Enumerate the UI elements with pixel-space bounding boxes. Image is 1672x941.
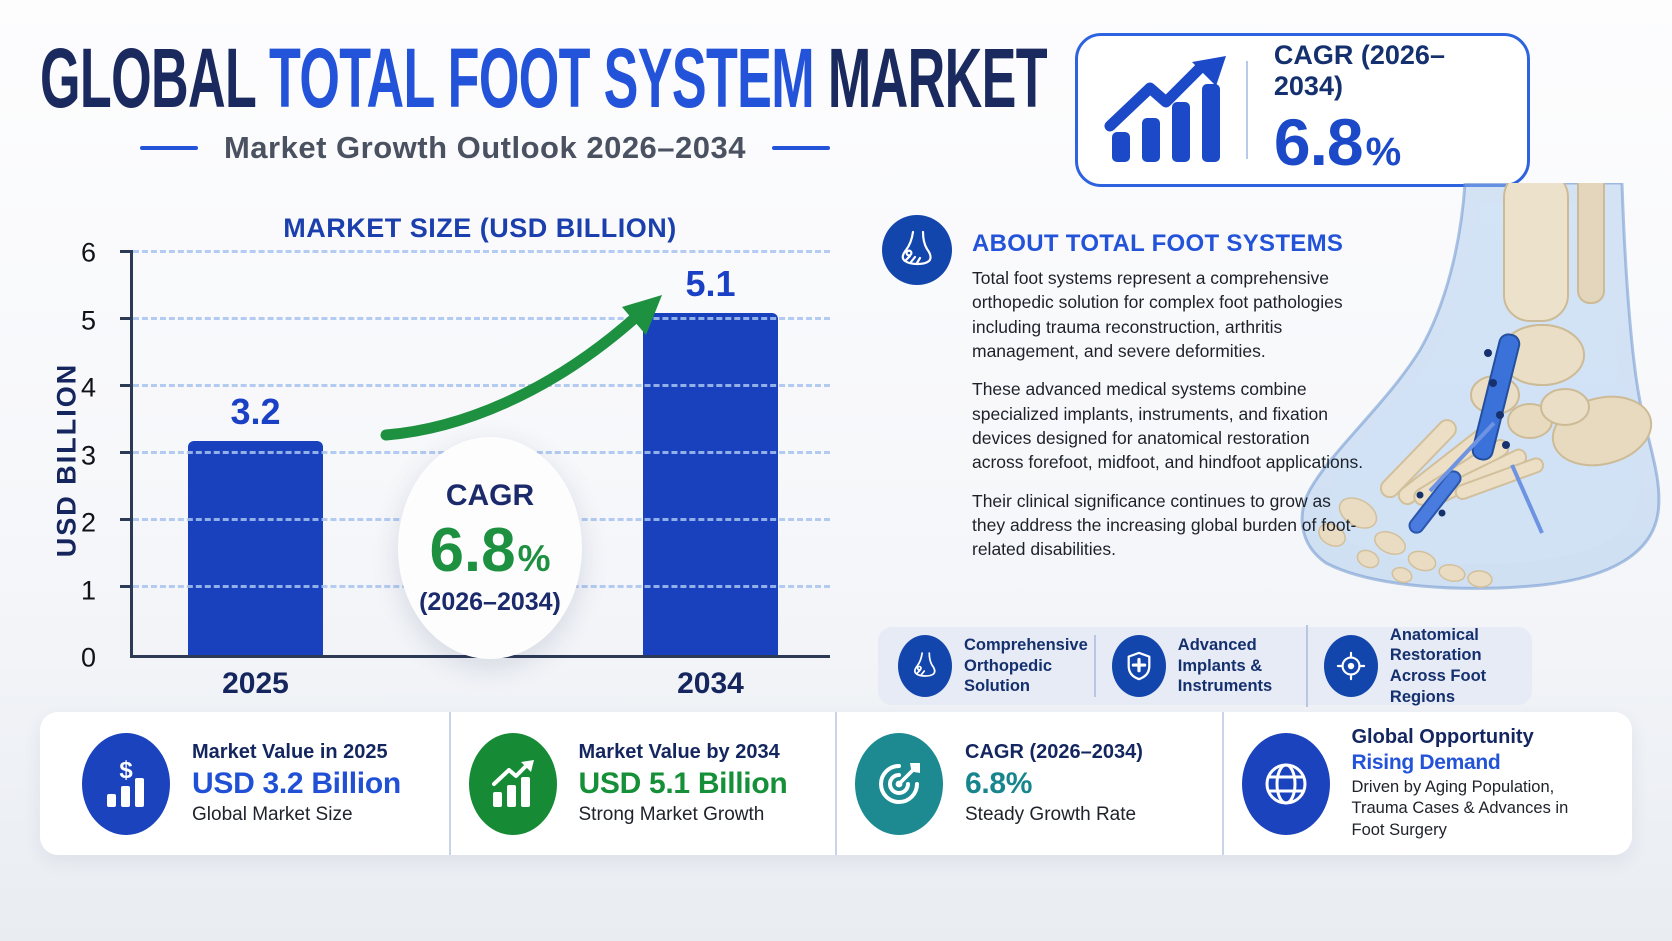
- chart-title: MARKET SIZE (USD BILLION): [283, 213, 677, 243]
- feature-badges-strip: Comprehensive Orthopedic Solution Advanc…: [878, 624, 1532, 708]
- stat-value: Rising Demand: [1351, 750, 1501, 774]
- y-tick-label: 5: [80, 305, 96, 335]
- x-tick-label-2025: 2025: [222, 667, 289, 700]
- x-tick-label-2034: 2034: [677, 667, 744, 700]
- about-paragraphs: Total foot systems represent a comprehen…: [972, 266, 1364, 575]
- chart-y-labels: 0 1 2 3 4 5 6: [70, 238, 118, 673]
- growth-bars-icon: [468, 732, 557, 835]
- cagr-box-divider: [1246, 61, 1248, 159]
- y-tick-mark: [120, 250, 133, 253]
- badge-advanced-implants: Advanced Implants & Instruments: [1093, 635, 1306, 697]
- stat-caption: Global Market Size: [192, 804, 353, 825]
- subtitle-row: Market Growth Outlook 2026–2034: [70, 130, 900, 166]
- stat-title: Market Value in 2025: [192, 741, 388, 763]
- bar-group-2034: 5.1 2034: [643, 253, 778, 700]
- y-tick-label: 6: [80, 237, 96, 268]
- gridline: [133, 317, 830, 320]
- globe-icon: [1241, 732, 1330, 835]
- y-tick-label: 4: [80, 372, 96, 403]
- bar-2025: [188, 440, 323, 655]
- cagr-annotation-circle: CAGR 6.8 % (2026–2034): [398, 437, 582, 659]
- title-word-market: MARKET: [814, 31, 1048, 125]
- badge-comprehensive-orthopedic: Comprehensive Orthopedic Solution: [892, 635, 1094, 697]
- stat-value: 6.8%: [965, 767, 1033, 800]
- y-tick-label: 0: [80, 642, 96, 673]
- stat-caption: Driven by Aging Population, Trauma Cases…: [1351, 777, 1569, 839]
- subtitle-dash-left: [139, 146, 198, 150]
- y-tick-mark: [120, 585, 133, 589]
- gridline: [133, 250, 830, 253]
- stat-caption: Steady Growth Rate: [965, 804, 1137, 825]
- badge-label: Comprehensive Orthopedic Solution: [964, 636, 1088, 696]
- cagr-box-value: 6.8: [1273, 105, 1364, 179]
- bars-arrow-icon: [1104, 54, 1232, 166]
- cagr-highlight-box: CAGR (2026–2034) 6.8 %: [1075, 33, 1530, 187]
- stat-global-opportunity: Global Opportunity Rising Demand Driven …: [1221, 712, 1609, 855]
- bar-2034: [643, 313, 778, 655]
- growth-arrow-icon: [380, 295, 662, 441]
- y-tick-mark: [120, 451, 133, 454]
- dart-target-icon: [855, 732, 943, 835]
- about-paragraph-2: These advanced medical systems combine s…: [972, 379, 1364, 473]
- about-paragraph-1: Total foot systems represent a comprehen…: [972, 268, 1343, 361]
- badge-label: Advanced Implants & Instruments: [1177, 636, 1273, 696]
- stat-value: USD 5.1 Billion: [578, 767, 788, 800]
- stat-caption: Strong Market Growth: [578, 804, 765, 825]
- foot-icon: [898, 635, 952, 697]
- bar-value-label-2025: 3.2: [230, 390, 281, 432]
- y-tick-label: 2: [80, 507, 96, 538]
- y-tick-mark: [120, 317, 133, 320]
- stat-title: Global Opportunity: [1351, 725, 1534, 748]
- title-word-total-foot-system: TOTAL FOOT SYSTEM: [269, 31, 815, 125]
- stat-market-value-2034: Market Value by 2034 USD 5.1 Billion Str…: [448, 712, 836, 855]
- stat-cagr: CAGR (2026–2034) 6.8% Steady Growth Rate: [835, 712, 1222, 855]
- stat-market-value-2025: $ Market Value in 2025 USD 3.2 Billion G…: [64, 712, 449, 855]
- badge-label: Anatomical Restoration Across Foot Regio…: [1389, 625, 1487, 706]
- svg-text:$: $: [119, 758, 133, 784]
- bar-group-2025: 3.2 2025: [188, 253, 323, 700]
- cagr-box-label: CAGR (2026–2034): [1273, 40, 1445, 101]
- subtitle-dash-right: [772, 146, 831, 150]
- shield-plus-icon: [1111, 635, 1166, 697]
- dollar-bars-icon: $: [82, 732, 170, 835]
- cagr-box-percent-sign: %: [1365, 130, 1402, 174]
- cagr-annotation-label: CAGR: [445, 479, 535, 512]
- badge-anatomical-restoration: Anatomical Restoration Across Foot Regio…: [1305, 624, 1518, 708]
- stat-title: CAGR (2026–2034): [965, 741, 1143, 763]
- about-paragraph-3: Their clinical significance continues to…: [972, 490, 1357, 560]
- y-tick-label: 3: [80, 440, 96, 470]
- cagr-annotation-value: 6.8: [429, 516, 516, 585]
- gridline: [133, 384, 830, 388]
- y-tick-mark: [120, 518, 133, 522]
- about-heading: ABOUT TOTAL FOOT SYSTEMS: [972, 230, 1344, 257]
- foot-circle-icon: [882, 215, 952, 285]
- title-word-global: GLOBAL: [40, 31, 270, 125]
- foot-xray-image: [1300, 183, 1661, 590]
- stat-title: Market Value by 2034: [578, 741, 780, 763]
- page-subtitle: Market Growth Outlook 2026–2034: [223, 130, 747, 165]
- cagr-annotation-period: (2026–2034): [419, 588, 561, 616]
- cagr-annotation-percent-sign: %: [517, 538, 551, 579]
- y-tick-mark: [120, 384, 133, 388]
- page-title: GLOBAL TOTAL FOOT SYSTEM MARKET: [40, 30, 1048, 127]
- bottom-stats-card: $ Market Value in 2025 USD 3.2 Billion G…: [40, 712, 1632, 855]
- stat-value: USD 3.2 Billion: [192, 767, 401, 800]
- target-icon: [1323, 635, 1378, 697]
- bar-value-label-2034: 5.1: [685, 263, 736, 305]
- y-tick-label: 1: [80, 575, 96, 606]
